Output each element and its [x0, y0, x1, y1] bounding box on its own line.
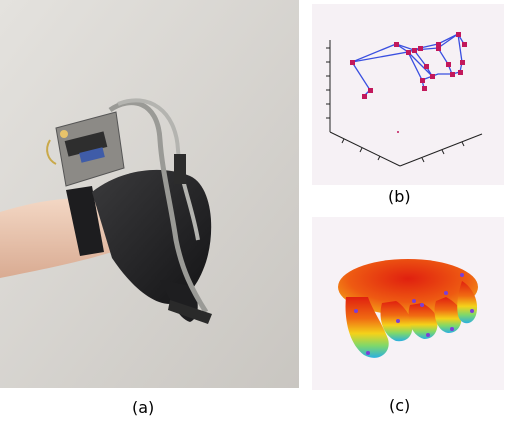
chip-blue — [79, 147, 105, 163]
led — [60, 130, 68, 138]
y-axis — [399, 133, 483, 167]
skeleton-joints — [350, 32, 467, 99]
hand-glove-photo — [0, 0, 299, 388]
model-fingers — [345, 281, 478, 358]
wire — [46, 139, 57, 165]
x-axis — [329, 131, 401, 167]
side-sensor — [174, 154, 186, 184]
axis-ticks — [326, 47, 465, 163]
caption-c: (c) — [389, 396, 411, 415]
photo-panel-a — [0, 0, 299, 388]
model-joint-markers — [354, 273, 474, 355]
ribbon-cable-2 — [117, 98, 200, 241]
wrist-strap — [66, 186, 104, 256]
skeleton-plot-panel-b — [312, 4, 504, 185]
caption-b: (b) — [388, 187, 411, 206]
hand-model-panel-c — [312, 217, 504, 390]
caption-a: (a) — [132, 398, 155, 417]
glove — [92, 169, 212, 304]
cable-connector — [168, 300, 212, 324]
ribbon-cable — [108, 100, 209, 314]
stray-point — [397, 131, 399, 133]
chip — [64, 131, 108, 157]
hand-model-render — [338, 259, 478, 358]
skeleton-plot — [326, 32, 483, 167]
